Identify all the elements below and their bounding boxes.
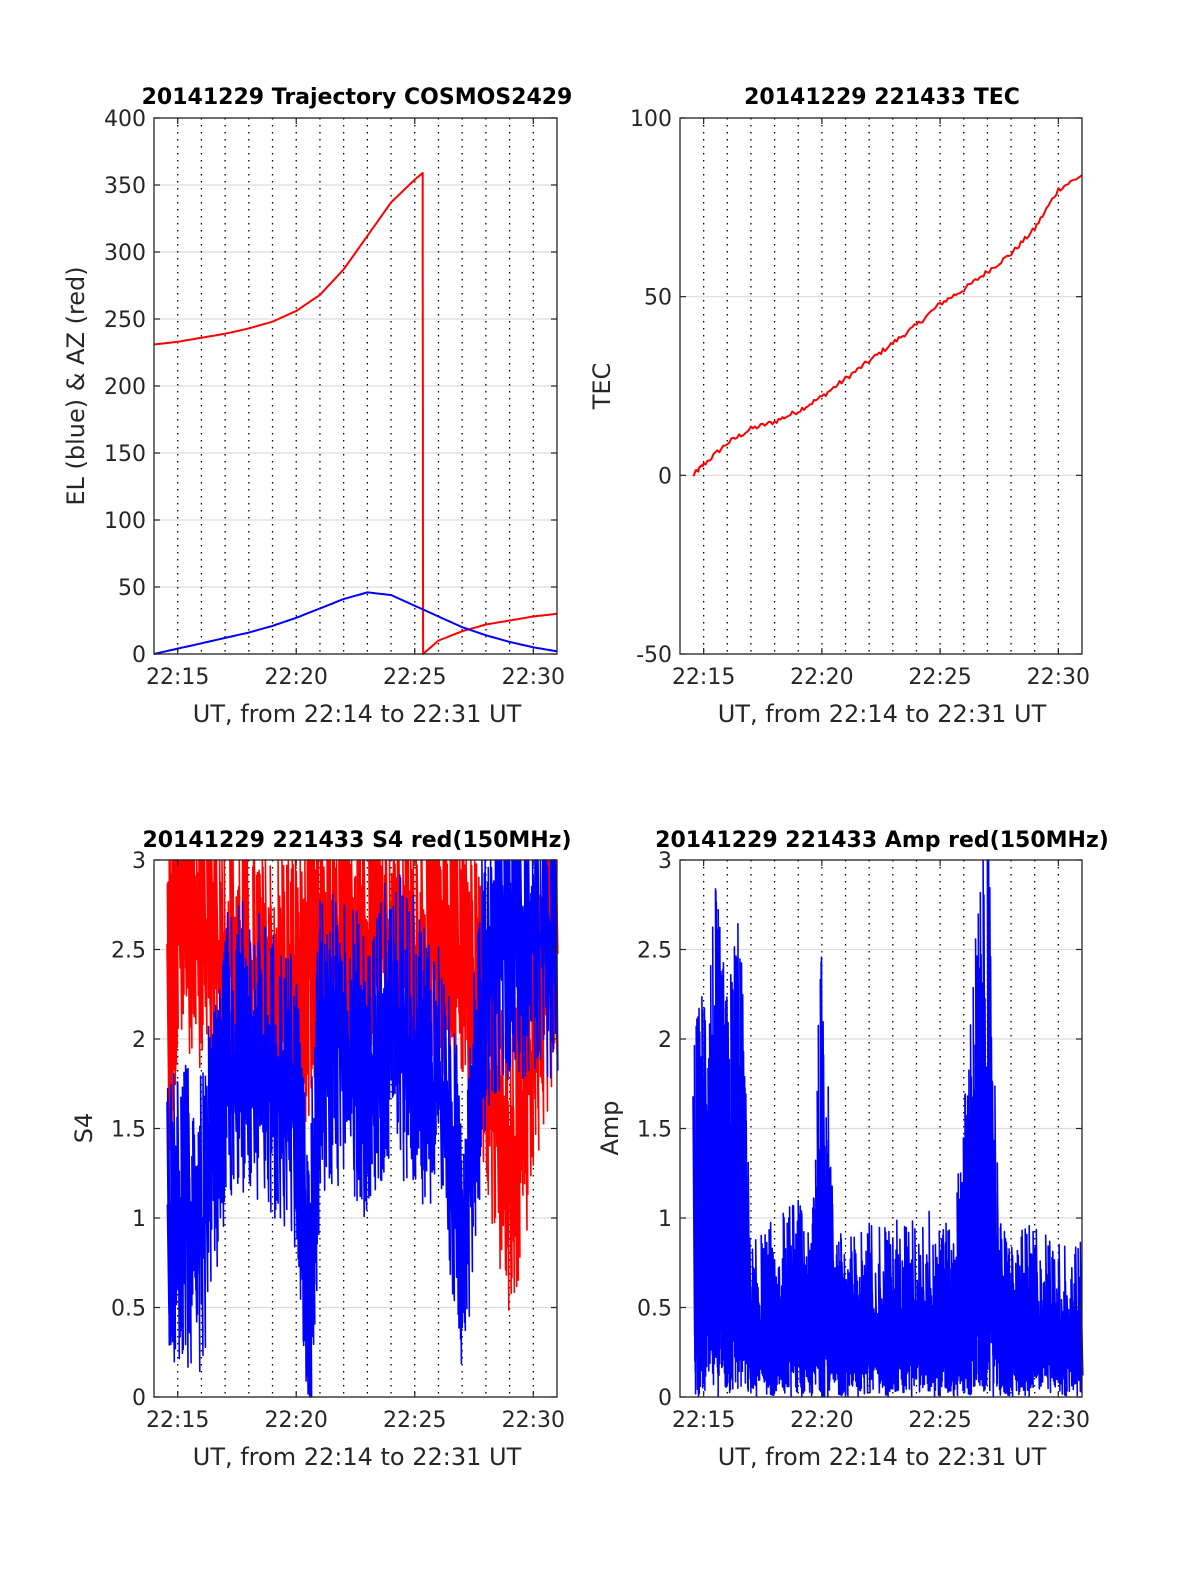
trajectory-series-1 — [153, 591, 558, 655]
tec-series-0 — [692, 174, 1083, 477]
tec-ytick-label-2: 50 — [644, 286, 672, 311]
trajectory-ytick-label-4: 200 — [104, 375, 146, 400]
s4-ytick-label-6: 3 — [132, 849, 146, 874]
tec-ylabel: TEC — [588, 363, 616, 411]
tec-ytick-label-1: 0 — [658, 464, 672, 489]
tec-xtick-label-1: 22:20 — [790, 665, 853, 690]
s4-series-1 — [166, 859, 559, 1398]
tec-title: 20141229 221433 TEC — [744, 85, 1020, 110]
trajectory-ytick-label-8: 400 — [104, 107, 146, 132]
s4-title: 20141229 221433 S4 red(150MHz) — [142, 828, 571, 853]
tec-xtick-label-2: 22:25 — [908, 665, 971, 690]
amp-ylabel: Amp — [596, 1100, 624, 1155]
amp-xtick-label-2: 22:25 — [908, 1408, 971, 1433]
amp-ytick-label-6: 3 — [658, 849, 672, 874]
tec-xtick-label-0: 22:15 — [672, 665, 735, 690]
amp-series-0 — [692, 859, 1084, 1398]
amp-ytick-label-2: 1 — [658, 1207, 672, 1232]
trajectory-xlabel: UT, from 22:14 to 22:31 UT — [193, 700, 522, 728]
trajectory-ytick-label-5: 250 — [104, 308, 146, 333]
s4-xtick-label-0: 22:15 — [146, 1408, 209, 1433]
trajectory-ytick-label-7: 350 — [104, 174, 146, 199]
s4-xtick-label-2: 22:25 — [383, 1408, 446, 1433]
tec-ytick-label-3: 100 — [630, 107, 672, 132]
s4-ytick-label-1: 0.5 — [111, 1297, 146, 1322]
trajectory-ytick-label-6: 300 — [104, 241, 146, 266]
s4-ytick-label-0: 0 — [132, 1386, 146, 1411]
trajectory-ytick-label-1: 50 — [118, 576, 146, 601]
trajectory-xtick-label-1: 22:20 — [265, 665, 328, 690]
amp-xtick-label-3: 22:30 — [1027, 1408, 1090, 1433]
tec-frame — [679, 117, 1083, 655]
amp-ytick-label-0: 0 — [658, 1386, 672, 1411]
trajectory-ytick-label-0: 0 — [132, 643, 146, 668]
amp-ytick-label-1: 0.5 — [637, 1297, 672, 1322]
amp-ytick-label-5: 2.5 — [637, 939, 672, 964]
amp-axes: 0 0.5 1 1.5 2 2.5 3 22:15 22:20 22:25 22:30 2014122… — [596, 828, 1109, 1471]
trajectory-xtick-label-0: 22:15 — [146, 665, 209, 690]
tec-xtick-label-3: 22:30 — [1027, 665, 1090, 690]
s4-ytick-label-2: 1 — [132, 1207, 146, 1232]
tec-ytick-label-0: -50 — [636, 643, 672, 668]
trajectory-ytick-label-3: 150 — [104, 442, 146, 467]
amp-ytick-label-3: 1.5 — [637, 1118, 672, 1143]
tec-xlabel: UT, from 22:14 to 22:31 UT — [718, 700, 1047, 728]
trajectory-ytick-label-2: 100 — [104, 509, 146, 534]
s4-series-0 — [166, 859, 559, 1311]
s4-ytick-label-4: 2 — [132, 1028, 146, 1053]
tec-plot-area — [680, 118, 1082, 654]
s4-xtick-label-1: 22:20 — [265, 1408, 328, 1433]
s4-ytick-label-3: 1.5 — [111, 1118, 146, 1143]
amp-xlabel: UT, from 22:14 to 22:31 UT — [718, 1443, 1047, 1471]
s4-xlabel: UT, from 22:14 to 22:31 UT — [193, 1443, 522, 1471]
s4-axes: 0 0.5 1 1.5 2 2.5 3 22:15 22:20 22:25 22:30 2014122… — [70, 828, 572, 1471]
s4-ylabel: S4 — [70, 1113, 98, 1144]
s4-ytick-label-5: 2.5 — [111, 939, 146, 964]
trajectory-title: 20141229 Trajectory COSMOS2429 — [142, 85, 573, 110]
amp-title: 20141229 221433 Amp red(150MHz) — [655, 828, 1109, 853]
s4-xtick-label-3: 22:30 — [502, 1408, 565, 1433]
tec-axes: -50 0 50 100 22:15 22:20 22:25 22:30 20141229 22… — [588, 85, 1090, 728]
trajectory-xtick-label-2: 22:25 — [383, 665, 446, 690]
amp-xtick-label-1: 22:20 — [790, 1408, 853, 1433]
trajectory-series-0 — [153, 171, 558, 655]
amp-xtick-label-0: 22:15 — [672, 1408, 735, 1433]
trajectory-ylabel: EL (blue) & AZ (red) — [62, 266, 90, 505]
trajectory-xtick-label-3: 22:30 — [502, 665, 565, 690]
trajectory-axes: 0 50 100 150 200 250 300 350 400 22:15 22:20 22:25 2… — [62, 85, 572, 728]
amp-ytick-label-4: 2 — [658, 1028, 672, 1053]
